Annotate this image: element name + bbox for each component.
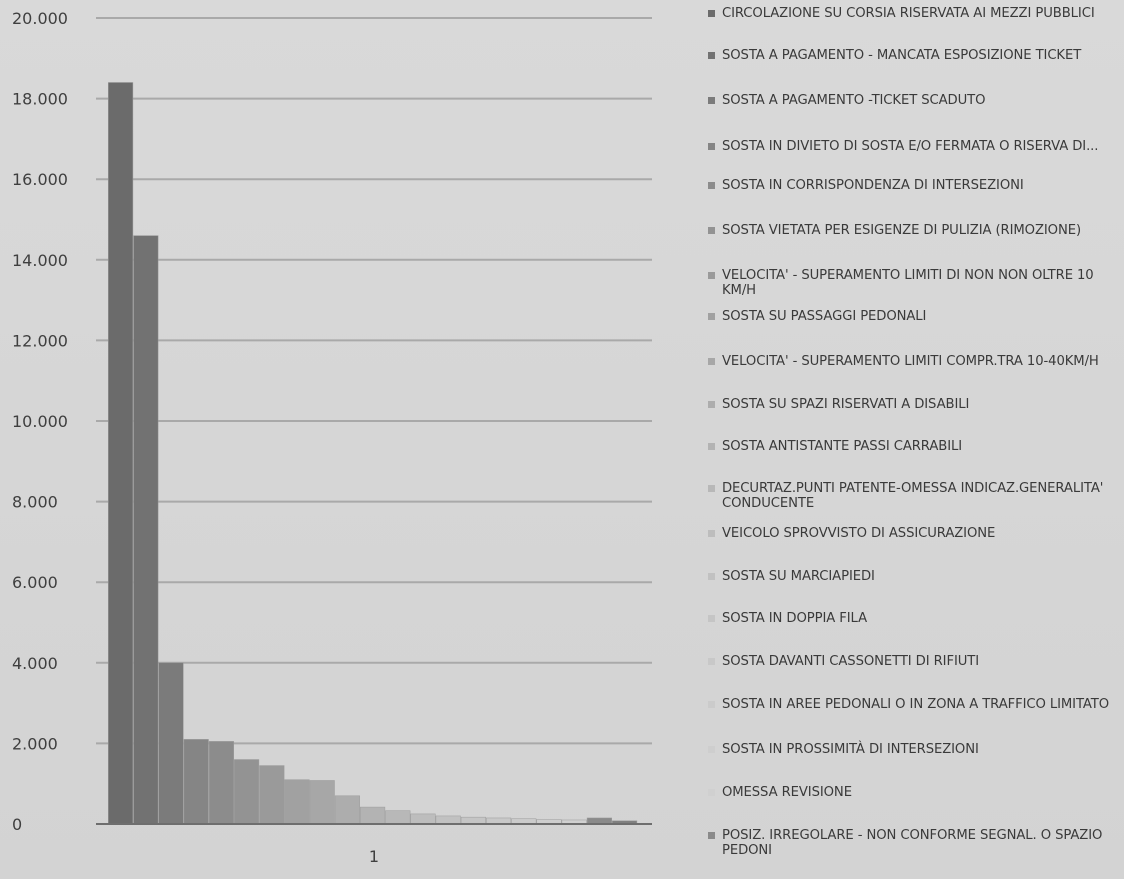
legend-label: POSIZ. IRREGOLARE - NON CONFORME SEGNAL.… — [722, 828, 1103, 858]
bar — [460, 816, 486, 825]
legend-item: OMESSA REVISIONE — [700, 785, 1120, 800]
bar — [284, 779, 310, 825]
bar — [259, 765, 285, 825]
bar — [360, 806, 386, 825]
legend-label: SOSTA VIETATA PER ESIGENZE DI PULIZIA (R… — [722, 223, 1082, 238]
legend-item: DECURTAZ.PUNTI PATENTE-OMESSA INDICAZ.GE… — [700, 481, 1120, 511]
legend-swatch — [708, 615, 715, 622]
legend-swatch — [708, 358, 715, 365]
legend-item: SOSTA DAVANTI CASSONETTI DI RIFIUTI — [700, 654, 1120, 669]
legend-swatch — [708, 143, 715, 150]
bar — [158, 662, 184, 825]
legend-label: OMESSA REVISIONE — [722, 785, 852, 800]
bar — [309, 780, 335, 825]
legend-item: SOSTA IN AREE PEDONALI O IN ZONA A TRAFF… — [700, 697, 1120, 712]
legend-item: SOSTA SU MARCIAPIEDI — [700, 569, 1120, 584]
legend-swatch — [708, 789, 715, 796]
bar — [234, 759, 260, 825]
legend-swatch — [708, 182, 715, 189]
legend-swatch — [708, 443, 715, 450]
legend-item: SOSTA IN CORRISPONDENZA DI INTERSEZIONI — [700, 178, 1120, 193]
legend-label: SOSTA SU PASSAGGI PEDONALI — [722, 309, 927, 324]
y-tick-label: 8.000 — [12, 493, 58, 512]
legend-label: SOSTA IN AREE PEDONALI O IN ZONA A TRAFF… — [722, 697, 1110, 712]
legend-swatch — [708, 485, 715, 492]
legend-item: SOSTA IN PROSSIMITÀ DI INTERSEZIONI — [700, 742, 1120, 757]
y-tick-label: 4.000 — [12, 654, 58, 673]
bar-chart: 0 2.000 4.000 6.000 8.000 10.000 12.000 14.000 1… — [12, 9, 652, 866]
legend-label: SOSTA IN DIVIETO DI SOSTA E/O FERMATA O … — [722, 139, 1099, 154]
legend-item: SOSTA ANTISTANTE PASSI CARRABILI — [700, 439, 1120, 454]
bar — [410, 813, 436, 825]
x-tick-label: 1 — [369, 847, 379, 866]
legend-item: SOSTA A PAGAMENTO -TICKET SCADUTO — [700, 93, 1120, 108]
legend-label: SOSTA IN DOPPIA FILA — [722, 611, 868, 626]
legend-item: SOSTA SU PASSAGGI PEDONALI — [700, 309, 1120, 324]
y-tick-label: 10.000 — [12, 412, 68, 431]
legend-label: SOSTA SU SPAZI RISERVATI A DISABILI — [722, 397, 970, 412]
legend-label: SOSTA A PAGAMENTO - MANCATA ESPOSIZIONE … — [722, 48, 1082, 63]
legend-swatch — [708, 313, 715, 320]
legend-item: VEICOLO SPROVVISTO DI ASSICURAZIONE — [700, 526, 1120, 541]
bar — [133, 235, 159, 825]
y-tick-label: 16.000 — [12, 170, 68, 189]
legend-item: SOSTA A PAGAMENTO - MANCATA ESPOSIZIONE … — [700, 48, 1120, 63]
legend-swatch — [708, 10, 715, 17]
bar — [108, 82, 134, 825]
bar — [183, 739, 209, 825]
legend-swatch — [708, 227, 715, 234]
legend-swatch — [708, 832, 715, 839]
bar — [435, 815, 461, 825]
legend-label: SOSTA IN CORRISPONDENZA DI INTERSEZIONI — [722, 178, 1024, 193]
y-tick-label: 14.000 — [12, 251, 68, 270]
y-tick-label: 18.000 — [12, 90, 68, 109]
legend-swatch — [708, 701, 715, 708]
legend-label: DECURTAZ.PUNTI PATENTE-OMESSA INDICAZ.GE… — [722, 481, 1104, 511]
legend-item: VELOCITA' - SUPERAMENTO LIMITI DI NON NO… — [700, 268, 1120, 298]
legend-label: SOSTA SU MARCIAPIEDI — [722, 569, 875, 584]
bar — [208, 741, 234, 825]
legend-swatch — [708, 658, 715, 665]
legend-label: VELOCITA' - SUPERAMENTO LIMITI DI NON NO… — [722, 268, 1094, 298]
bar — [334, 795, 360, 825]
y-tick-label: 12.000 — [12, 331, 68, 350]
y-tick-label: 6.000 — [12, 573, 58, 592]
legend-item: CIRCOLAZIONE SU CORSIA RISERVATA AI MEZZ… — [700, 6, 1120, 21]
legend-label: SOSTA DAVANTI CASSONETTI DI RIFIUTI — [722, 654, 980, 669]
legend-label: SOSTA A PAGAMENTO -TICKET SCADUTO — [722, 93, 986, 108]
legend-label: SOSTA IN PROSSIMITÀ DI INTERSEZIONI — [722, 742, 979, 757]
legend-item: POSIZ. IRREGOLARE - NON CONFORME SEGNAL.… — [700, 828, 1120, 858]
legend-swatch — [708, 573, 715, 580]
legend-swatch — [708, 401, 715, 408]
legend-label: VEICOLO SPROVVISTO DI ASSICURAZIONE — [722, 526, 996, 541]
legend-label: SOSTA ANTISTANTE PASSI CARRABILI — [722, 439, 963, 454]
legend-label: CIRCOLAZIONE SU CORSIA RISERVATA AI MEZZ… — [722, 6, 1095, 21]
legend-swatch — [708, 97, 715, 104]
legend-swatch — [708, 530, 715, 537]
bar — [385, 810, 411, 825]
legend-swatch — [708, 746, 715, 753]
legend-swatch — [708, 52, 715, 59]
legend-item: VELOCITA' - SUPERAMENTO LIMITI COMPR.TRA… — [700, 354, 1120, 369]
legend-label: VELOCITA' - SUPERAMENTO LIMITI COMPR.TRA… — [722, 354, 1099, 369]
y-tick-label: 2.000 — [12, 734, 58, 753]
legend-item: SOSTA SU SPAZI RISERVATI A DISABILI — [700, 397, 1120, 412]
legend-item: SOSTA IN DIVIETO DI SOSTA E/O FERMATA O … — [700, 139, 1120, 154]
legend: CIRCOLAZIONE SU CORSIA RISERVATA AI MEZZ… — [700, 6, 1120, 878]
y-tick-label: 0 — [12, 815, 22, 834]
legend-item: SOSTA IN DOPPIA FILA — [700, 611, 1120, 626]
y-tick-label: 20.000 — [12, 9, 68, 28]
legend-swatch — [708, 272, 715, 279]
legend-item: SOSTA VIETATA PER ESIGENZE DI PULIZIA (R… — [700, 223, 1120, 238]
